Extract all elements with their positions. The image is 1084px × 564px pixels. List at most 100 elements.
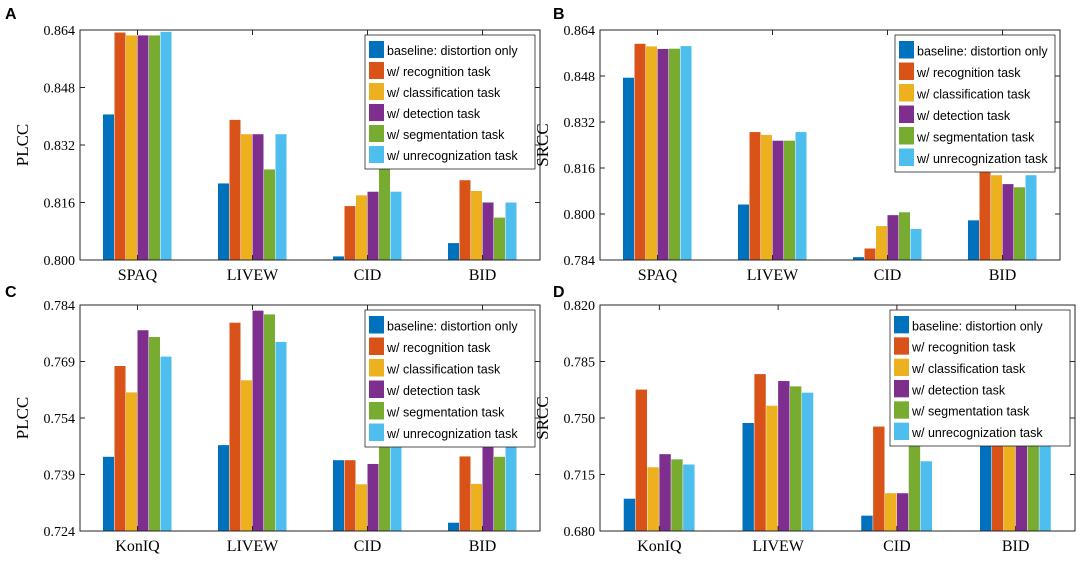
bar-spaq-series-5 — [149, 35, 160, 260]
y-tick-label: 0.754 — [44, 412, 76, 427]
bar-bid-series-3 — [991, 175, 1002, 260]
bar-cid-series-6 — [920, 461, 933, 531]
bar-spaq-series-2 — [114, 32, 126, 260]
bar-spaq-series-2 — [634, 43, 646, 260]
bar-cid-series-5 — [379, 428, 390, 531]
bar-bid-series-1 — [980, 436, 992, 531]
legend-swatch — [899, 62, 914, 80]
bar-cid-series-1 — [853, 257, 864, 261]
y-tick-label: 0.739 — [44, 469, 76, 484]
bar-livew-series-4 — [778, 381, 790, 531]
y-axis-title: SRCC — [533, 123, 552, 166]
legend: baseline: distortion only w/ recognition … — [364, 309, 536, 448]
bar-bid-series-2 — [459, 456, 471, 531]
y-tick-label: 0.848 — [564, 70, 596, 85]
bar-cid-series-1 — [333, 460, 344, 531]
bar-cid-series-4 — [367, 191, 379, 260]
x-tick-label: LIVEW — [227, 267, 279, 284]
legend-swatch — [369, 104, 384, 121]
legend-label: w/ classification task — [911, 362, 1026, 376]
legend-label: baseline: distortion only — [912, 319, 1043, 333]
legend-swatch — [894, 401, 909, 419]
bar-spaq-series-1 — [103, 114, 114, 260]
bar-bid-series-3 — [471, 191, 482, 260]
legend-swatch — [899, 105, 914, 123]
legend-swatch — [894, 422, 909, 440]
bar-cid-series-3 — [356, 195, 367, 260]
axes-box — [599, 29, 1061, 261]
chart-panel-c: C 0.724 0.739 0.754 0.769 0.784 KonIQ LIVEW CID B… — [5, 284, 541, 555]
panel-label: D — [553, 284, 565, 301]
bar-cid-series-6 — [390, 191, 402, 260]
bar-spaq-series-4 — [657, 48, 669, 260]
legend-label: w/ unrecognization task — [386, 427, 518, 441]
bar-koniq-series-3 — [126, 392, 137, 531]
panel-label: A — [5, 6, 17, 23]
y-tick-label: 0.785 — [564, 356, 596, 371]
bar-livew-series-2 — [229, 119, 241, 260]
legend-label: w/ segmentation task — [916, 131, 1035, 145]
bar-livew-series-1 — [218, 445, 229, 531]
legend-swatch — [899, 41, 914, 59]
bar-koniq-series-1 — [623, 498, 636, 531]
bar-cid-series-5 — [899, 212, 910, 260]
chart-panel-d: D 0.680 0.715 0.750 0.785 0.820 KonIQ LIVEW CID B… — [533, 284, 1076, 555]
bar-livew-series-3 — [241, 380, 252, 531]
x-tick-label: BID — [469, 538, 497, 555]
x-tick-label: CID — [354, 538, 382, 555]
y-tick-label: 0.784 — [564, 254, 596, 269]
bar-livew-series-3 — [766, 405, 778, 531]
legend-box — [894, 34, 1056, 173]
legend-label: w/ classification task — [386, 86, 501, 100]
bar-livew-series-5 — [784, 140, 795, 260]
x-tick-label: LIVEW — [752, 538, 804, 555]
legend-label: w/ classification task — [386, 363, 501, 377]
bar-bid-series-1 — [448, 522, 459, 531]
y-tick-label: 0.724 — [44, 525, 76, 540]
bar-livew-series-5 — [264, 314, 275, 531]
y-tick-label: 0.680 — [564, 525, 596, 540]
bar-bid-series-4 — [482, 441, 494, 531]
bar-livew-series-2 — [229, 322, 241, 531]
bar-bid-series-5 — [1027, 423, 1039, 531]
legend: baseline: distortion only w/ recognition … — [889, 309, 1071, 447]
legend-box — [364, 34, 536, 170]
bar-bid-series-2 — [991, 427, 1004, 531]
x-tick-label: KonIQ — [115, 538, 160, 555]
legend-swatch — [369, 380, 384, 398]
bar-koniq-series-3 — [647, 467, 659, 531]
x-tick-label: LIVEW — [747, 267, 799, 284]
bar-koniq-series-5 — [149, 337, 160, 531]
bar-cid-series-6 — [910, 228, 922, 260]
y-tick-label: 0.864 — [44, 24, 76, 39]
bar-spaq-series-6 — [680, 46, 692, 260]
legend-swatch — [899, 127, 914, 145]
bar-bid-series-6 — [1025, 175, 1037, 260]
bar-livew-series-6 — [795, 132, 807, 260]
x-tick-label: BID — [1002, 538, 1030, 555]
legend-swatch — [894, 358, 909, 376]
legend-label: w/ classification task — [916, 88, 1031, 102]
y-tick-label: 0.750 — [564, 412, 596, 427]
bar-livew-series-6 — [801, 392, 814, 531]
bar-spaq-series-4 — [137, 35, 149, 260]
bar-cid-series-1 — [333, 256, 344, 260]
bar-livew-series-1 — [218, 183, 229, 260]
y-tick-label: 0.816 — [564, 162, 596, 177]
legend: baseline: distortion only w/ recognition … — [364, 34, 536, 170]
bar-koniq-series-2 — [114, 366, 126, 531]
x-tick-label: BID — [989, 267, 1017, 284]
panel-label: B — [553, 6, 565, 23]
legend-label: w/ unrecognization task — [386, 149, 518, 163]
legend-label: w/ unrecognization task — [911, 426, 1043, 440]
bar-cid-series-3 — [876, 226, 887, 260]
bar-cid-series-6 — [390, 428, 402, 531]
bar-spaq-series-6 — [160, 31, 172, 260]
x-tick-label: SPAQ — [638, 267, 678, 284]
legend-swatch — [369, 337, 384, 355]
bar-koniq-series-6 — [160, 356, 172, 531]
y-tick-label: 0.769 — [44, 356, 76, 371]
legend-label: baseline: distortion only — [917, 45, 1048, 59]
bar-cid-series-3 — [356, 484, 367, 531]
